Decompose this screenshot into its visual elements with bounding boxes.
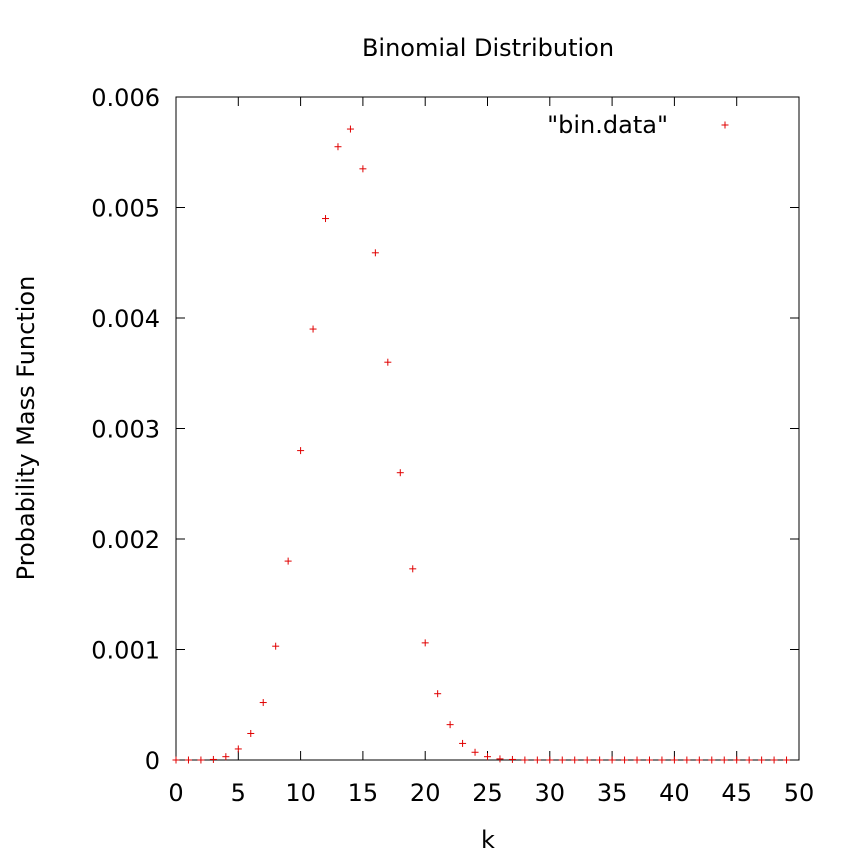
x-axis-title: k xyxy=(481,826,495,854)
x-tick-label: 15 xyxy=(348,779,379,807)
data-point xyxy=(284,557,292,565)
x-tick-label: 50 xyxy=(784,779,815,807)
data-point xyxy=(359,165,367,173)
legend-label: "bin.data" xyxy=(547,111,668,139)
data-point xyxy=(758,756,766,764)
data-point xyxy=(683,756,691,764)
data-point xyxy=(384,358,392,366)
data-point xyxy=(172,756,180,764)
data-point xyxy=(645,756,653,764)
y-tick-label: 0.004 xyxy=(91,305,160,333)
x-tick-label: 0 xyxy=(168,779,183,807)
data-point xyxy=(621,756,629,764)
data-points xyxy=(172,125,791,764)
data-point xyxy=(371,249,379,257)
data-point xyxy=(496,755,504,763)
data-point xyxy=(695,756,703,764)
data-point xyxy=(596,756,604,764)
data-point xyxy=(633,756,641,764)
data-point xyxy=(733,756,741,764)
data-point xyxy=(234,745,242,753)
plot-frame xyxy=(175,96,800,761)
data-point xyxy=(670,756,678,764)
legend-marker-symbol xyxy=(721,121,729,129)
y-axis: 0 0.001 0.002 0.003 0.004 0.005 0.006 xyxy=(91,84,799,775)
data-point xyxy=(546,756,554,764)
data-point xyxy=(446,721,454,729)
data-point xyxy=(471,748,479,756)
data-point xyxy=(508,755,516,763)
data-point xyxy=(396,469,404,477)
data-point xyxy=(571,756,579,764)
data-point xyxy=(583,756,591,764)
x-tick-label: 40 xyxy=(659,779,690,807)
x-tick-label: 25 xyxy=(472,779,503,807)
data-point xyxy=(521,756,529,764)
data-point xyxy=(558,756,566,764)
data-point xyxy=(209,755,217,763)
y-tick-label: 0.001 xyxy=(91,637,160,665)
data-point xyxy=(297,447,305,455)
x-tick-label: 35 xyxy=(597,779,628,807)
data-point xyxy=(421,639,429,647)
chart-title: Binomial Distribution xyxy=(362,34,614,62)
data-point xyxy=(322,215,330,223)
data-point xyxy=(783,756,791,764)
data-point xyxy=(184,756,192,764)
data-point xyxy=(197,756,205,764)
y-axis-title: Probability Mass Function xyxy=(12,276,40,581)
y-tick-label: 0 xyxy=(145,747,160,775)
y-tick-label: 0.005 xyxy=(91,195,160,223)
data-point xyxy=(459,739,467,747)
data-point xyxy=(658,756,666,764)
data-point xyxy=(434,690,442,698)
y-tick-label: 0.006 xyxy=(91,84,160,112)
data-point xyxy=(745,756,753,764)
data-point xyxy=(334,143,342,151)
data-point xyxy=(409,565,417,573)
data-point xyxy=(708,756,716,764)
data-point xyxy=(484,753,491,761)
data-point xyxy=(346,125,354,133)
x-tick-label: 20 xyxy=(410,779,441,807)
y-tick-label: 0.003 xyxy=(91,416,160,444)
data-point xyxy=(720,756,728,764)
x-tick-label: 10 xyxy=(285,779,316,807)
data-point xyxy=(309,325,317,333)
data-point xyxy=(770,756,778,764)
x-tick-label: 5 xyxy=(231,779,246,807)
x-tick-label: 45 xyxy=(721,779,752,807)
data-point xyxy=(533,756,541,764)
x-axis: 0 5 10 15 20 25 30 35 40 45 50 xyxy=(168,97,814,807)
legend-marker xyxy=(721,121,729,129)
legend: "bin.data" xyxy=(547,111,729,139)
data-point xyxy=(608,756,616,764)
data-point xyxy=(222,753,230,761)
data-point xyxy=(247,729,255,737)
data-point xyxy=(259,699,267,707)
y-tick-label: 0.002 xyxy=(91,526,160,554)
data-point xyxy=(272,642,280,650)
x-tick-label: 30 xyxy=(535,779,566,807)
